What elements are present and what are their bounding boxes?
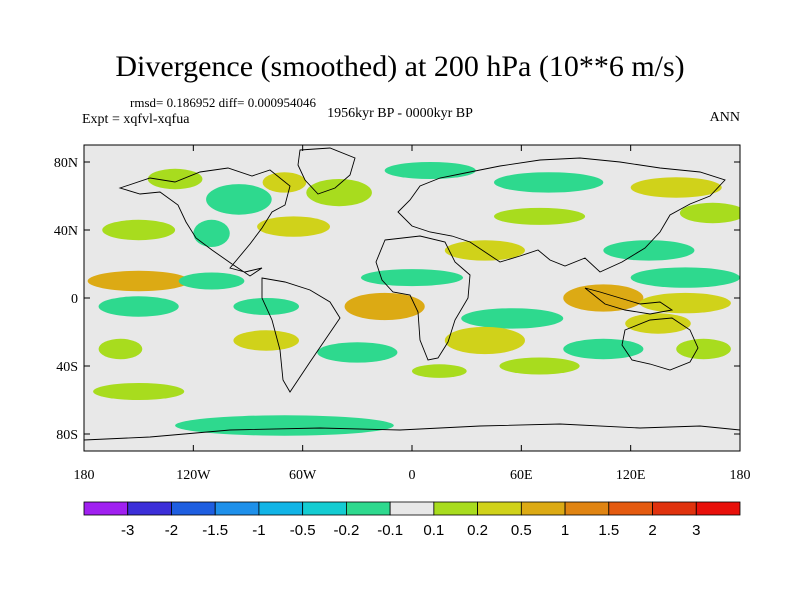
field-blob-15 xyxy=(178,272,245,290)
x-tick-label: 180 xyxy=(730,468,751,483)
x-tick-label: 60W xyxy=(289,468,317,483)
field-blob-30 xyxy=(98,338,143,360)
field-blob-17 xyxy=(630,267,740,288)
colorbar-swatch xyxy=(389,501,435,516)
field-blob-5 xyxy=(494,172,604,193)
colorbar-swatch xyxy=(695,501,741,516)
field-blob-16 xyxy=(360,269,464,287)
field-blob-24 xyxy=(444,326,525,355)
colorbar-label: 3 xyxy=(692,522,700,539)
x-tick-label: 180 xyxy=(74,468,95,483)
colorbar-swatch xyxy=(520,501,566,516)
coastline-australia xyxy=(621,317,699,371)
field-blob-2 xyxy=(262,172,307,193)
field-blob-10 xyxy=(193,219,230,247)
colorbar-label: 1 xyxy=(561,522,569,539)
colorbar-label: -0.2 xyxy=(333,522,359,539)
field-blob-20 xyxy=(98,296,179,317)
colorbar-swatch xyxy=(214,501,260,516)
field-blob-29 xyxy=(676,338,731,360)
field-blob-13 xyxy=(603,240,695,261)
colorbar-label: 2 xyxy=(648,522,656,539)
field-blob-31 xyxy=(499,357,580,375)
field-blob-6 xyxy=(630,177,722,198)
experiment-label: Expt = xqfvl-xqfua xyxy=(82,112,190,127)
colorbar-label: -2 xyxy=(165,522,178,539)
colorbar-label: -1 xyxy=(252,522,265,539)
y-tick-label: 0 xyxy=(71,292,78,307)
colorbar-swatch xyxy=(608,501,653,516)
field-blob-4 xyxy=(384,162,476,179)
field-blob-19 xyxy=(639,292,731,314)
chart-title: Divergence (smoothed) at 200 hPa (10**6 … xyxy=(115,50,685,83)
field-blob-25 xyxy=(233,330,300,351)
field-blob-18 xyxy=(563,284,644,312)
y-tick-label: 40S xyxy=(56,360,78,375)
coastline-eurasia xyxy=(397,157,726,273)
field-blob-27 xyxy=(563,338,644,360)
coastline-greenland xyxy=(297,147,356,195)
colorbar-label: -0.1 xyxy=(377,522,403,539)
colorbar-swatch xyxy=(83,501,129,516)
season-label: ANN xyxy=(709,110,740,125)
field-blob-11 xyxy=(257,216,330,237)
colorbar-swatch xyxy=(433,501,479,516)
colorbar-swatch xyxy=(171,501,216,516)
colorbar-label: -3 xyxy=(121,522,134,539)
field-blob-33 xyxy=(175,415,394,436)
colorbar-swatch xyxy=(302,501,347,516)
colorbar-swatch xyxy=(477,501,522,516)
colorbar-label: 0.2 xyxy=(467,522,488,539)
coastline-africa xyxy=(375,235,471,361)
field-blob-8 xyxy=(679,202,740,224)
x-tick-label: 60E xyxy=(510,468,533,483)
y-tick-label: 40N xyxy=(54,224,78,239)
y-tick-label: 80N xyxy=(54,156,78,171)
field-blob-9 xyxy=(102,219,176,241)
y-tick-label: 80S xyxy=(56,428,78,443)
colorbar-label: -0.5 xyxy=(290,522,316,539)
x-tick-label: 120E xyxy=(616,468,646,483)
coastline-south-america xyxy=(261,277,341,393)
field-blob-28 xyxy=(625,313,691,334)
field-blob-3 xyxy=(306,179,372,207)
period-label: 1956kyr BP - 0000kyr BP xyxy=(327,106,473,121)
coastline-indonesia xyxy=(584,287,674,315)
colorbar-label: 0.5 xyxy=(511,522,532,539)
field-blob-34 xyxy=(93,383,185,400)
coastline-antarctica xyxy=(84,423,740,441)
field-blob-1 xyxy=(206,184,272,215)
colorbar-swatch xyxy=(652,501,697,516)
colorbar-label: 1.5 xyxy=(598,522,619,539)
field-blob-22 xyxy=(344,292,425,321)
coastline-north-america xyxy=(118,167,291,277)
field-blob-12 xyxy=(444,240,525,261)
x-tick-label: 0 xyxy=(409,468,416,483)
field-blob-23 xyxy=(461,308,564,329)
colorbar-swatch xyxy=(258,501,304,516)
colorbar-swatch xyxy=(564,501,610,516)
field-blob-14 xyxy=(87,270,190,292)
field-blob-32 xyxy=(412,364,467,378)
colorbar-label: 0.1 xyxy=(423,522,444,539)
colorbar-swatch xyxy=(345,501,391,516)
field-blob-7 xyxy=(494,207,586,225)
colorbar-swatch xyxy=(127,501,172,516)
field-blob-26 xyxy=(317,342,398,363)
stats-text: rmsd= 0.186952 diff= 0.000954046 xyxy=(130,95,316,110)
colorbar-label: -1.5 xyxy=(202,522,228,539)
field-blob-0 xyxy=(147,168,203,190)
x-tick-label: 120W xyxy=(176,468,211,483)
